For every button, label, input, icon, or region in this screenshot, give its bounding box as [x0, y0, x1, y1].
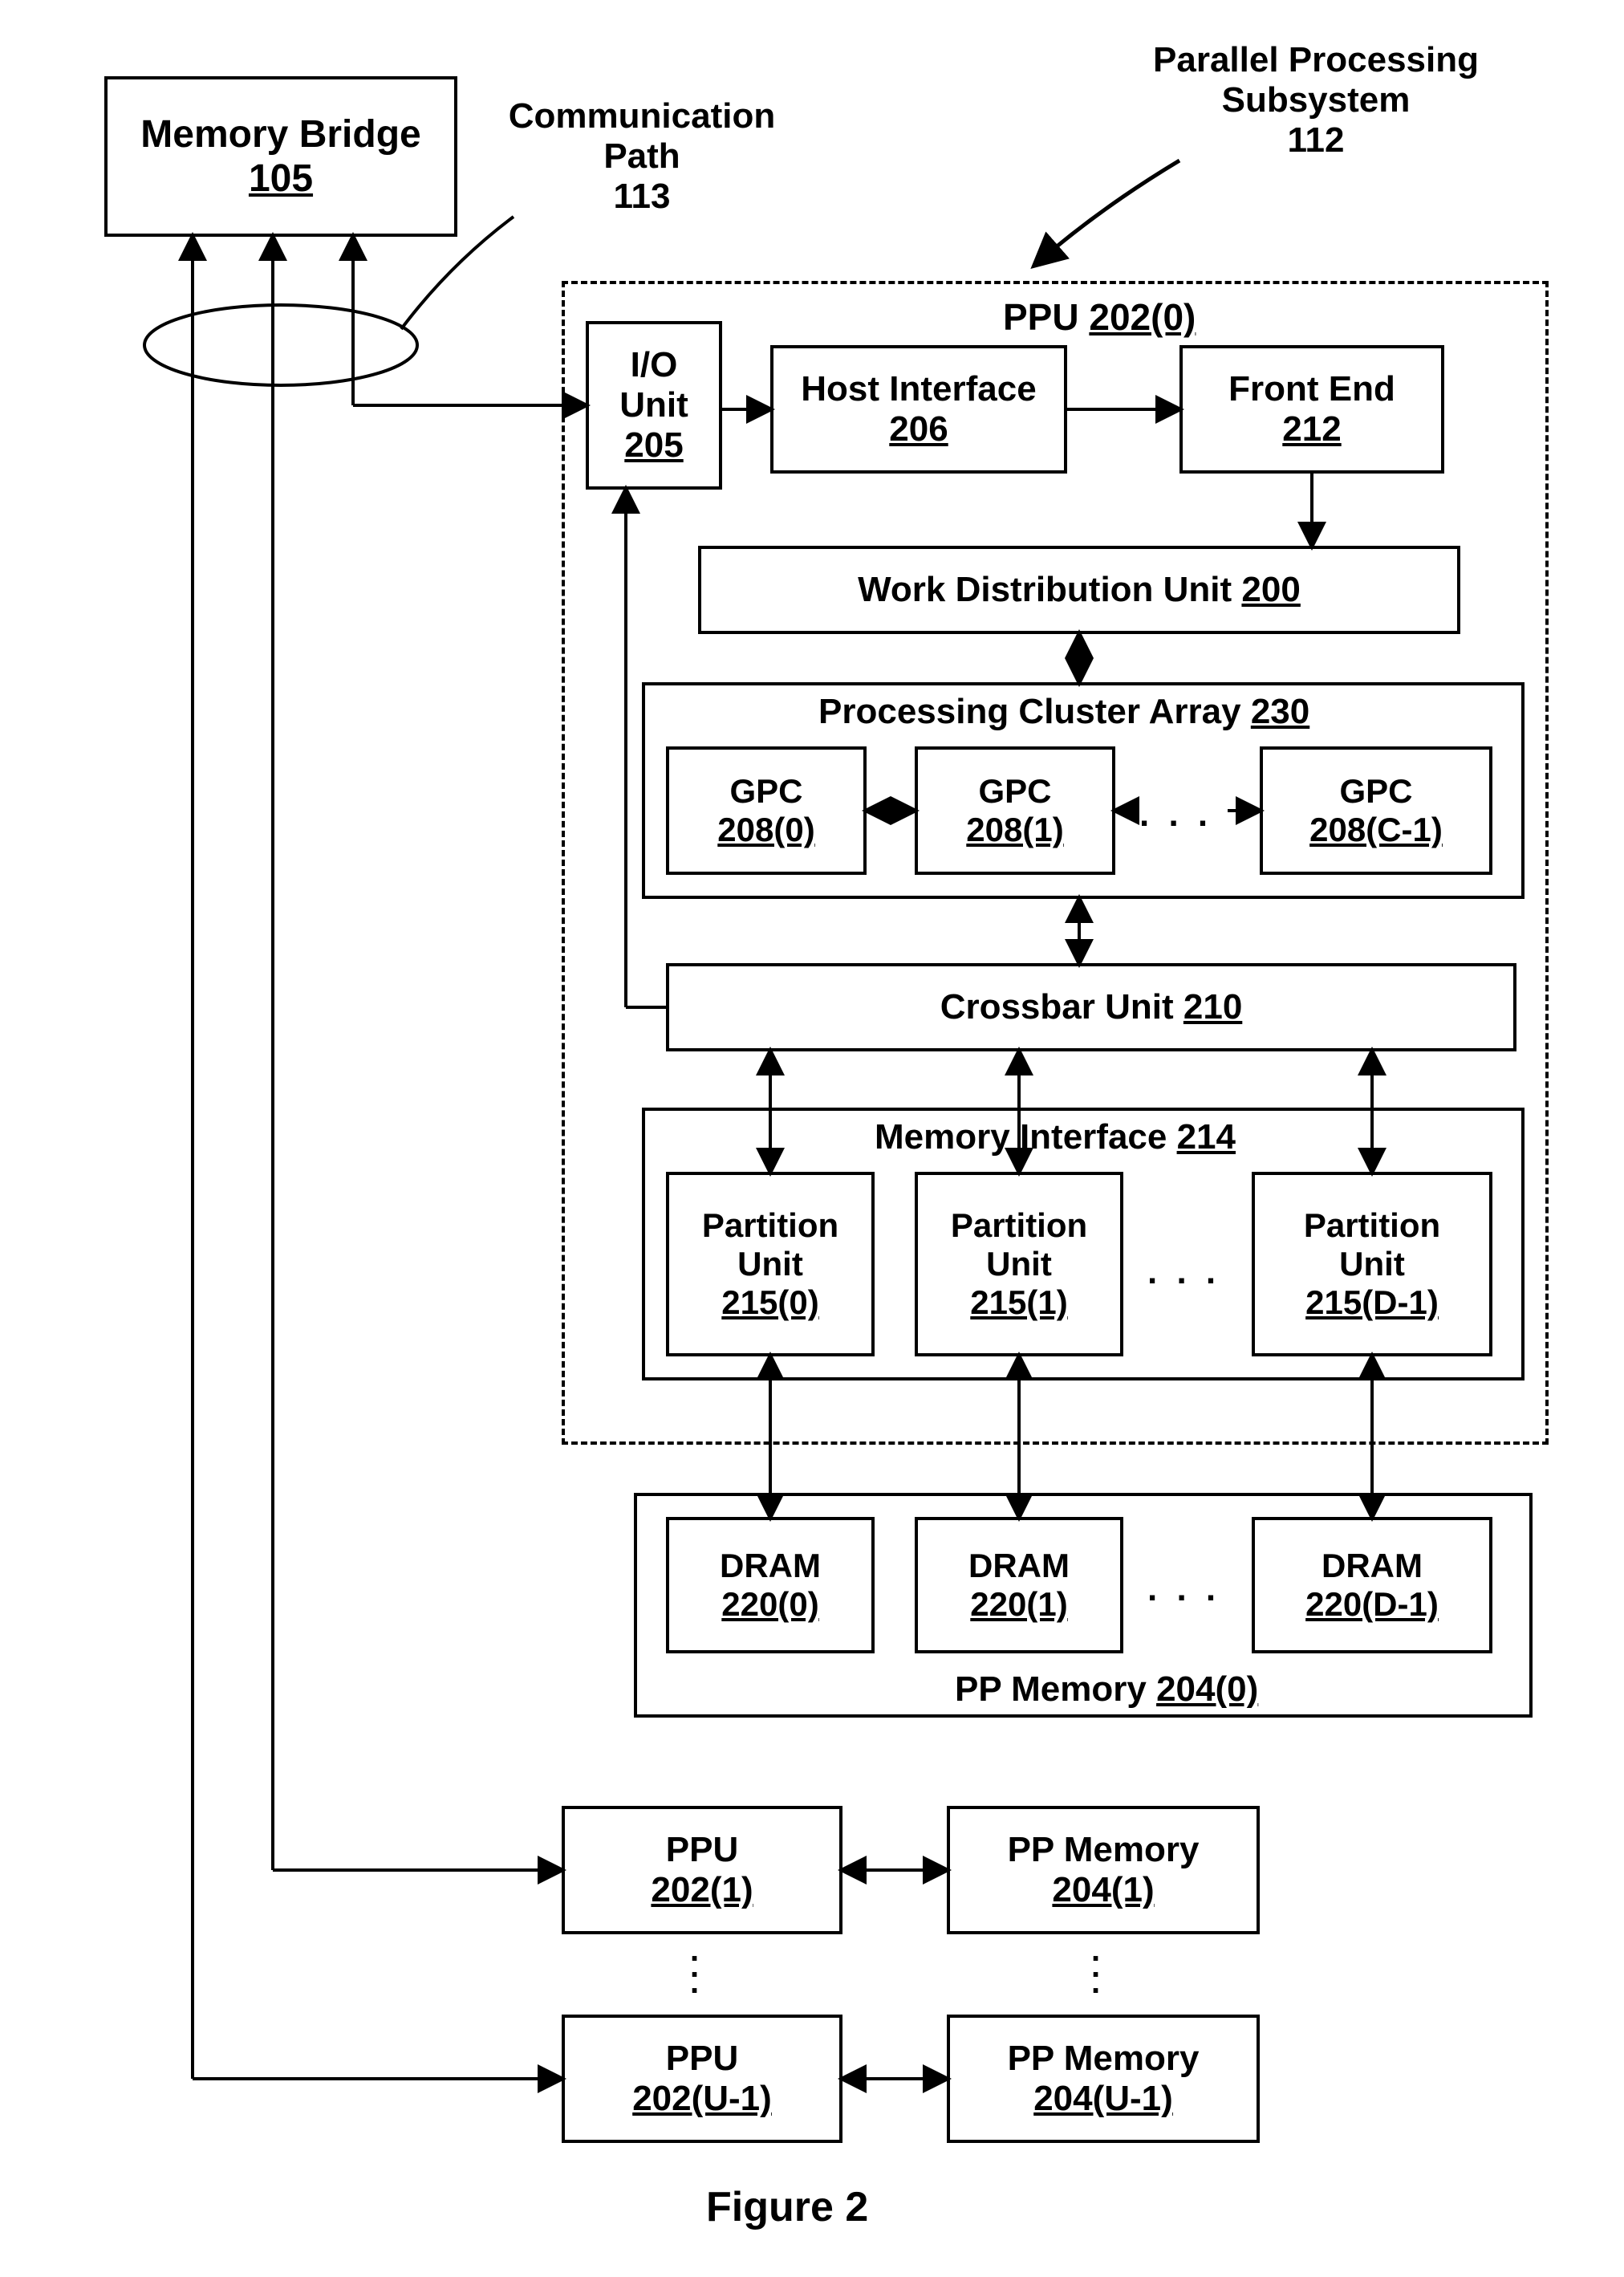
pca-title: Processing Cluster Array 230 [818, 692, 1309, 732]
gpcC-box: GPC 208(C-1) [1260, 746, 1492, 875]
front-end-box: Front End 212 [1179, 345, 1444, 474]
gpc0-box: GPC 208(0) [666, 746, 867, 875]
gpc1-box: GPC 208(1) [915, 746, 1115, 875]
memory-bridge-box: Memory Bridge 105 [104, 76, 457, 237]
dram0-box: DRAM 220(0) [666, 1517, 875, 1653]
gpc-ellipsis: . . . [1139, 795, 1212, 835]
ppmem0-title: PP Memory 204(0) [955, 1669, 1258, 1710]
subsystem-label: Parallel Processing Subsystem 112 [1107, 40, 1525, 161]
pu-ellipsis: . . . [1147, 1252, 1220, 1292]
ppmemU-box: PP Memory 204(U-1) [947, 2015, 1260, 2143]
ppmem1-box: PP Memory 204(1) [947, 1806, 1260, 1934]
ppmem-vellipsis: ... [1091, 1942, 1100, 1990]
pu1-box: Partition Unit 215(1) [915, 1172, 1123, 1356]
memory-bridge-ref: 105 [249, 157, 313, 201]
dramD-box: DRAM 220(D-1) [1252, 1517, 1492, 1653]
pu0-box: Partition Unit 215(0) [666, 1172, 875, 1356]
comm-path-label: Communication Path 113 [473, 96, 810, 217]
wdu-box: Work Distribution Unit 200 [698, 546, 1460, 634]
io-unit-box: I/O Unit 205 [586, 321, 722, 490]
host-interface-box: Host Interface 206 [770, 345, 1067, 474]
crossbar-box: Crossbar Unit 210 [666, 963, 1516, 1051]
ppu1-box: PPU 202(1) [562, 1806, 842, 1934]
dram1-box: DRAM 220(1) [915, 1517, 1123, 1653]
dram-ellipsis: . . . [1147, 1569, 1220, 1609]
puD-box: Partition Unit 215(D-1) [1252, 1172, 1492, 1356]
mi-title: Memory Interface 214 [875, 1117, 1236, 1157]
diagram-canvas: Memory Bridge 105 Communication Path 113… [0, 0, 1624, 2277]
figure-label: Figure 2 [706, 2183, 868, 2231]
memory-bridge-title: Memory Bridge [140, 112, 420, 157]
ppu0-title: PPU 202(0) [1003, 295, 1196, 339]
ppuU-box: PPU 202(U-1) [562, 2015, 842, 2143]
ppu-vellipsis: ... [690, 1942, 699, 1990]
